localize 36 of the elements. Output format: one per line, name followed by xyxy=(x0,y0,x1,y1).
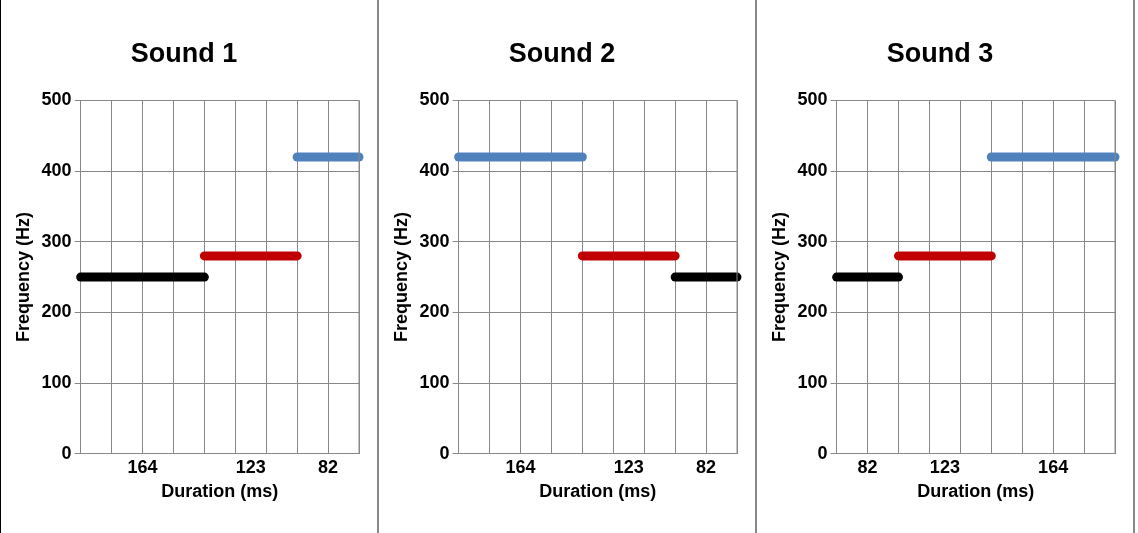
y-tick-label: 200 xyxy=(419,301,450,322)
x-tick-label: 82 xyxy=(857,456,878,477)
x-tick-label: 82 xyxy=(696,456,717,477)
x-tick-label: 82 xyxy=(318,456,339,477)
chart-title: Sound 2 xyxy=(508,37,616,68)
y-tick-label: 0 xyxy=(439,442,450,463)
x-tick-label: 123 xyxy=(235,456,266,477)
y-tick-label: 200 xyxy=(41,301,72,322)
y-tick-label: 100 xyxy=(41,372,72,393)
y-tick-label: 400 xyxy=(797,160,828,181)
y-tick-label: 400 xyxy=(41,160,72,181)
y-axis-title: Frequency (Hz) xyxy=(768,212,789,343)
y-tick-label: 0 xyxy=(61,442,72,463)
y-tick-label: 300 xyxy=(419,230,450,251)
y-tick-label: 300 xyxy=(41,230,72,251)
y-tick-label: 100 xyxy=(419,372,450,393)
x-axis-title: Duration (ms) xyxy=(917,481,1035,502)
y-axis-title: Frequency (Hz) xyxy=(12,212,33,343)
y-axis-title: Frequency (Hz) xyxy=(390,212,411,343)
y-tick-label: 400 xyxy=(419,160,450,181)
chart-title: Sound 3 xyxy=(886,37,994,68)
x-axis-title: Duration (ms) xyxy=(161,481,279,502)
x-tick-label: 123 xyxy=(613,456,644,477)
x-tick-label: 164 xyxy=(1038,456,1069,477)
x-tick-label: 164 xyxy=(127,456,158,477)
y-tick-label: 200 xyxy=(797,301,828,322)
y-tick-label: 100 xyxy=(797,372,828,393)
x-axis-title: Duration (ms) xyxy=(539,481,657,502)
y-tick-label: 500 xyxy=(797,89,828,110)
y-tick-label: 500 xyxy=(41,89,72,110)
x-tick-label: 123 xyxy=(929,456,960,477)
y-tick-label: 300 xyxy=(797,230,828,251)
chart-title: Sound 1 xyxy=(130,37,238,68)
x-tick-label: 164 xyxy=(505,456,536,477)
y-tick-label: 500 xyxy=(419,89,450,110)
y-tick-label: 0 xyxy=(817,442,828,463)
